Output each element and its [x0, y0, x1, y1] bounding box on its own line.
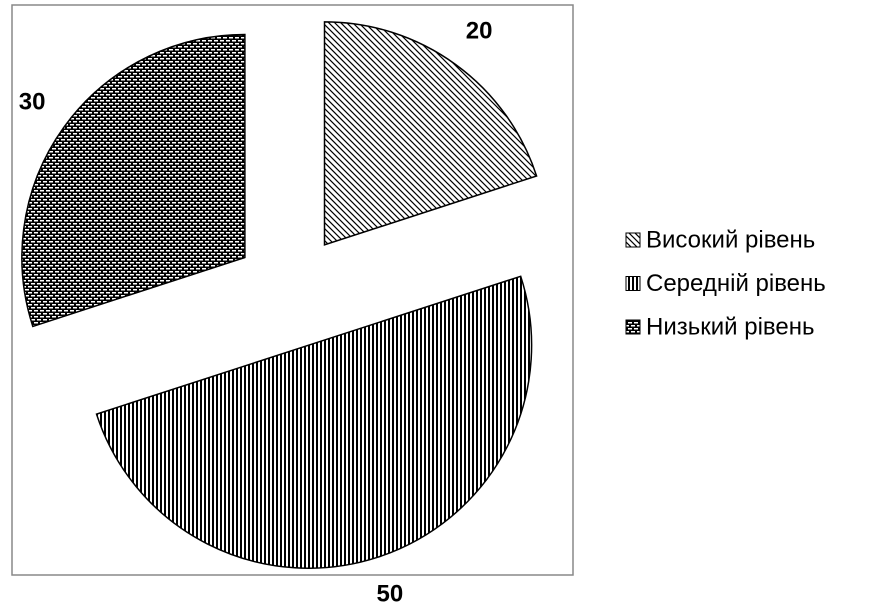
legend-swatch [625, 232, 641, 248]
legend-label: Низький рівень [646, 313, 815, 340]
pie-slice [323, 21, 538, 246]
pie-slice [95, 275, 533, 569]
legend-swatch [625, 319, 641, 335]
pie-slice [21, 33, 246, 328]
data-label: 20 [466, 17, 493, 44]
legend-swatch [625, 276, 641, 291]
data-label: 30 [19, 88, 46, 115]
legend-label: Середній рівень [646, 270, 826, 297]
legend-label: Високий рівень [646, 226, 815, 253]
data-label: 50 [377, 581, 404, 608]
